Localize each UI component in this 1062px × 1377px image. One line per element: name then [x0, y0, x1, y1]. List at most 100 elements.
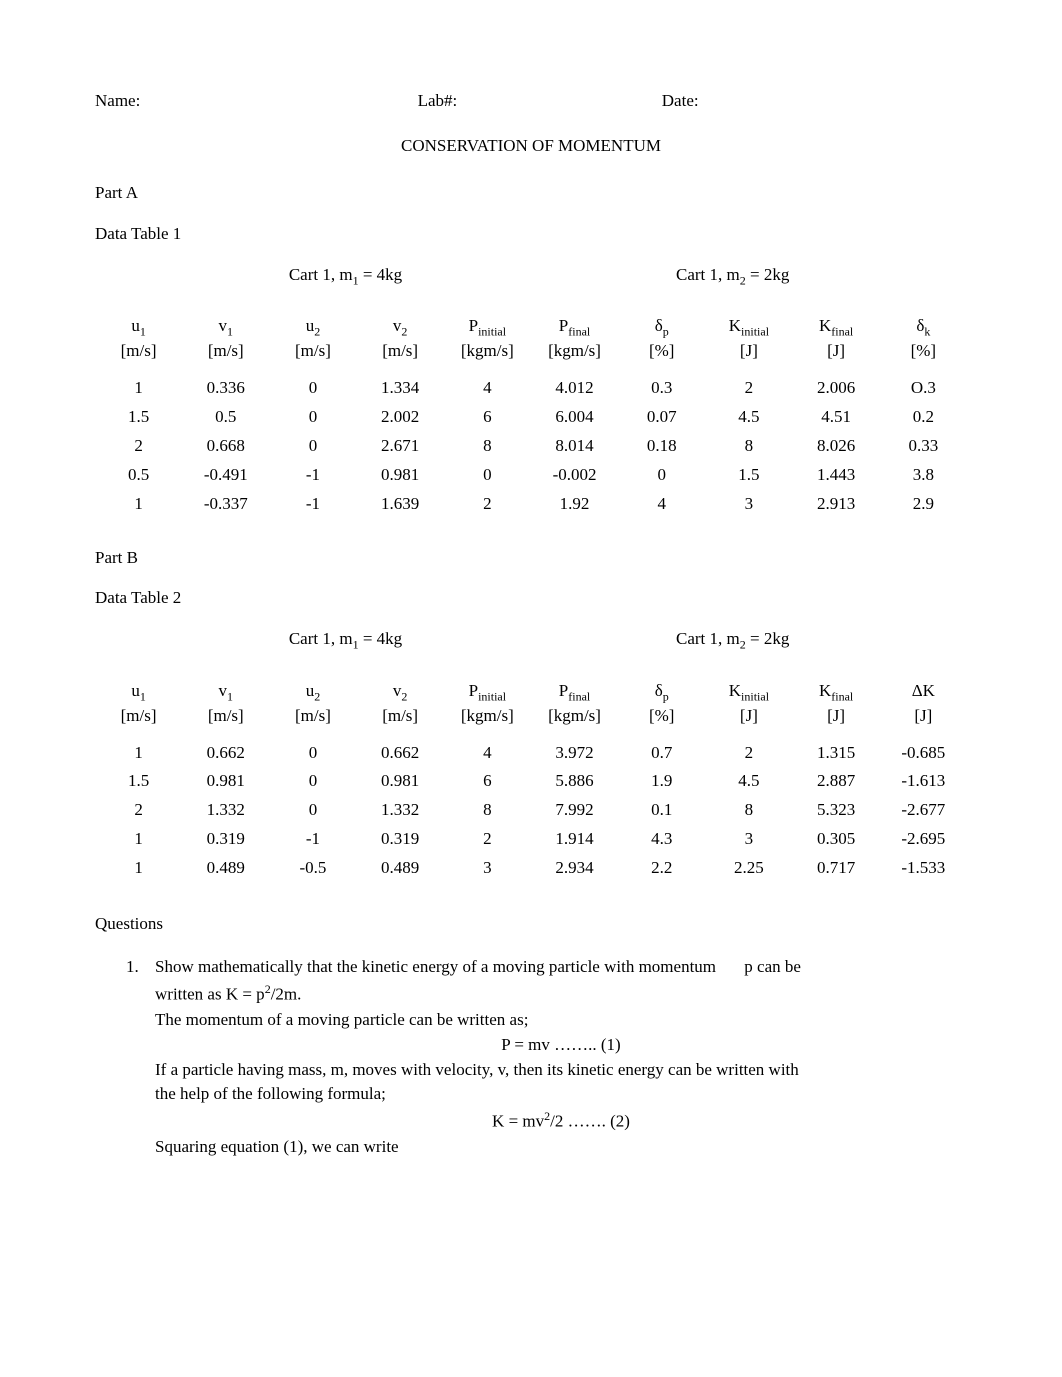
- col-unit: [m/s]: [269, 340, 356, 371]
- cart-b-right: Cart 1, m2 = 2kg: [531, 628, 967, 653]
- table-row: 0.5-0.491-10.9810-0.00201.51.4433.8: [95, 461, 967, 490]
- table-cell: 1.92: [531, 490, 618, 519]
- document-title: CONSERVATION OF MOMENTUM: [95, 135, 967, 158]
- col-unit: [m/s]: [357, 705, 444, 736]
- table-cell: 4: [444, 736, 531, 768]
- col-sub: 2: [401, 325, 407, 339]
- cart-a-right-pre: Cart 1, m: [676, 265, 740, 284]
- col-sub: 1: [227, 325, 233, 339]
- table-cell: 0.981: [357, 767, 444, 796]
- table-cell: 8.026: [793, 432, 880, 461]
- table-cell: 0.5: [95, 461, 182, 490]
- table-cell: 1.5: [95, 767, 182, 796]
- col-sym: ΔK: [912, 681, 935, 700]
- q1-line2-pre: written as K = p: [155, 985, 265, 1004]
- col-unit: [kgm/s]: [444, 340, 531, 371]
- col-unit: [m/s]: [95, 705, 182, 736]
- table-row: 20.66802.67188.0140.1888.0260.33: [95, 432, 967, 461]
- table-cell: 0.7: [618, 736, 705, 768]
- table-cell: 2: [95, 432, 182, 461]
- table-cell: 4: [618, 490, 705, 519]
- q1-line6: Squaring equation (1), we can write: [155, 1136, 967, 1159]
- table-row: 10.489-0.50.48932.9342.22.250.717-1.533: [95, 854, 967, 883]
- col-sym: u: [306, 316, 315, 335]
- table-cell: -1: [269, 825, 356, 854]
- table-row: 10.319-10.31921.9144.330.305-2.695: [95, 825, 967, 854]
- table-cell: O.3: [880, 371, 967, 403]
- table-row: 1-0.337-11.63921.92432.9132.9: [95, 490, 967, 519]
- table-cell: 4.012: [531, 371, 618, 403]
- col-sub: 2: [314, 325, 320, 339]
- cart-a-left-suf: = 4kg: [359, 265, 403, 284]
- col-sym: v: [219, 316, 228, 335]
- cart-b-left: Cart 1, m1 = 4kg: [95, 628, 531, 653]
- col-sub: initial: [741, 689, 769, 703]
- col-sym: u: [306, 681, 315, 700]
- col-sub: final: [568, 689, 590, 703]
- cart-b-left-pre: Cart 1, m: [289, 629, 353, 648]
- table-cell: 1.332: [357, 796, 444, 825]
- col-sub: k: [924, 325, 930, 339]
- table-cell: 1.914: [531, 825, 618, 854]
- table-cell: 0.5: [182, 403, 269, 432]
- q1-line4: If a particle having mass, m, moves with…: [155, 1059, 967, 1082]
- col-sym: P: [469, 316, 478, 335]
- cart-a-left: Cart 1, m1 = 4kg: [95, 264, 531, 289]
- col-unit: [J]: [793, 705, 880, 736]
- table-1-head-units: [m/s] [m/s] [m/s] [m/s] [kgm/s] [kgm/s] …: [95, 340, 967, 371]
- table-cell: 2: [705, 371, 792, 403]
- col-sub: 1: [140, 325, 146, 339]
- table-cell: 8: [444, 796, 531, 825]
- col-unit: [J]: [705, 340, 792, 371]
- col-unit: [kgm/s]: [531, 705, 618, 736]
- table-cell: -0.002: [531, 461, 618, 490]
- col-sub: initial: [741, 325, 769, 339]
- table-cell: 1.315: [793, 736, 880, 768]
- table-row: 1.50.502.00266.0040.074.54.510.2: [95, 403, 967, 432]
- col-unit: [m/s]: [357, 340, 444, 371]
- questions-heading: Questions: [95, 913, 967, 936]
- table-cell: 2.006: [793, 371, 880, 403]
- table-cell: 0.18: [618, 432, 705, 461]
- table-row: 1.50.98100.98165.8861.94.52.887-1.613: [95, 767, 967, 796]
- table-cell: 0: [269, 736, 356, 768]
- col-unit: [kgm/s]: [444, 705, 531, 736]
- q1-line3: The momentum of a moving particle can be…: [155, 1009, 967, 1032]
- cart-a-right-suf: = 2kg: [746, 265, 790, 284]
- col-sym: δ: [655, 316, 663, 335]
- col-sub: 2: [401, 689, 407, 703]
- col-unit: [kgm/s]: [531, 340, 618, 371]
- table-cell: 1.5: [95, 403, 182, 432]
- table-cell: 2: [95, 796, 182, 825]
- table-row: 10.66200.66243.9720.721.315-0.685: [95, 736, 967, 768]
- table-cell: 0.07: [618, 403, 705, 432]
- cart-b-left-suf: = 4kg: [359, 629, 403, 648]
- q1-line5: the help of the following formula;: [155, 1083, 967, 1106]
- cart-row-a: Cart 1, m1 = 4kg Cart 1, m2 = 2kg: [95, 264, 967, 289]
- page: Name: Lab#: Date: CONSERVATION OF MOMENT…: [0, 0, 1062, 1377]
- table-cell: 2: [444, 825, 531, 854]
- table-cell: 0.305: [793, 825, 880, 854]
- table-cell: 0.981: [182, 767, 269, 796]
- col-unit: [%]: [618, 705, 705, 736]
- table-cell: -2.695: [880, 825, 967, 854]
- lab-label: Lab#:: [418, 90, 662, 113]
- table-1-head-symbols: u1 v1 u2 v2 Pinitial Pfinal δp Kinitial …: [95, 312, 967, 340]
- table-cell: 0: [269, 432, 356, 461]
- col-sub: 1: [227, 689, 233, 703]
- table-cell: 6.004: [531, 403, 618, 432]
- table-cell: 1.9: [618, 767, 705, 796]
- table-cell: 0: [269, 371, 356, 403]
- table-cell: -1.533: [880, 854, 967, 883]
- table-2-head-units: [m/s] [m/s] [m/s] [m/s] [kgm/s] [kgm/s] …: [95, 705, 967, 736]
- col-sub: 1: [140, 689, 146, 703]
- table-cell: -0.337: [182, 490, 269, 519]
- col-unit: [J]: [705, 705, 792, 736]
- cart-a-left-pre: Cart 1, m: [289, 265, 353, 284]
- table-cell: 8: [705, 796, 792, 825]
- table-cell: 3: [705, 490, 792, 519]
- table-cell: 1.5: [705, 461, 792, 490]
- table-cell: 8: [444, 432, 531, 461]
- table-cell: 0.717: [793, 854, 880, 883]
- table-cell: 0: [269, 767, 356, 796]
